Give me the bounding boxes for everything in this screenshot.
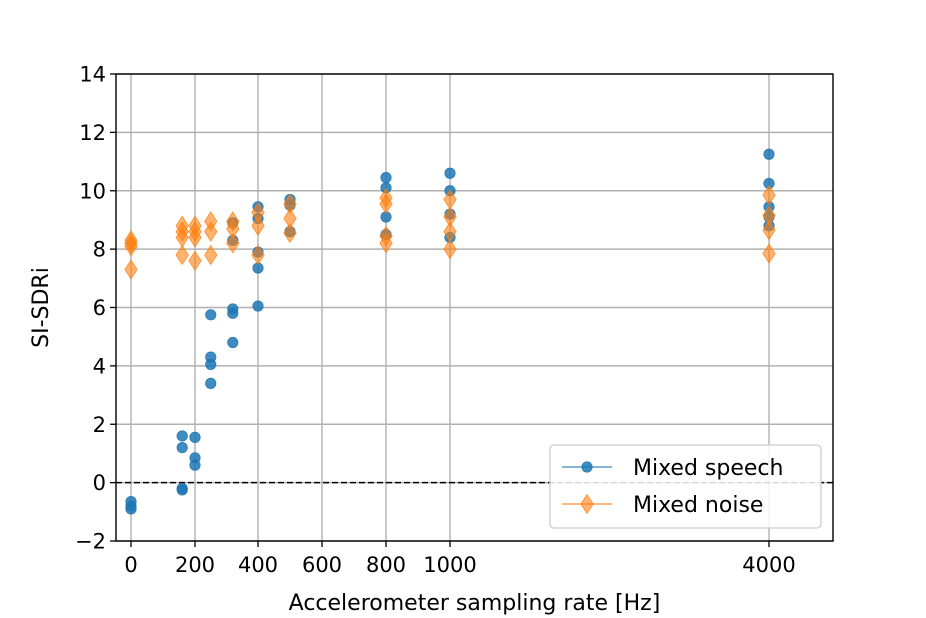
legend-item-mixed-speech: Mixed speech xyxy=(562,456,783,481)
legend-marker-mixed-noise xyxy=(580,493,594,515)
data-point xyxy=(204,221,218,242)
data-series xyxy=(124,148,776,515)
y-axis-label: SI-SDRi xyxy=(29,267,54,348)
data-point xyxy=(189,459,201,471)
data-point xyxy=(205,358,217,371)
data-point xyxy=(380,172,392,184)
data-point xyxy=(189,431,201,443)
legend-marker-mixed-speech xyxy=(581,461,593,473)
legend-label-mixed-speech: Mixed speech xyxy=(633,456,783,481)
x-tick-label: 800 xyxy=(366,553,406,577)
data-point xyxy=(205,377,217,389)
legend-label-mixed-noise: Mixed noise xyxy=(633,493,763,518)
data-point xyxy=(762,219,776,241)
y-axis-ticks: −2 0 2 4 6 8 10 12 14 xyxy=(75,63,116,554)
x-tick-label: 400 xyxy=(238,553,278,577)
data-point xyxy=(188,227,202,248)
y-tick-label: 12 xyxy=(79,121,106,145)
x-tick-label: 1000 xyxy=(423,553,476,577)
data-point xyxy=(188,250,202,272)
x-tick-label: 600 xyxy=(302,553,342,577)
data-point xyxy=(205,309,217,321)
y-tick-label: 6 xyxy=(93,296,106,320)
data-point xyxy=(762,184,776,206)
data-point xyxy=(227,307,239,319)
data-point xyxy=(124,259,138,280)
data-point xyxy=(251,244,265,266)
data-point xyxy=(283,222,297,244)
y-tick-label: −2 xyxy=(75,530,106,554)
legend-item-mixed-noise: Mixed noise xyxy=(562,493,763,518)
data-point xyxy=(762,243,776,264)
y-tick-label: 0 xyxy=(93,471,106,495)
x-tick-label: 0 xyxy=(124,553,137,577)
data-point xyxy=(444,167,456,179)
x-axis-label: Accelerometer sampling rate [Hz] xyxy=(289,591,661,616)
data-point xyxy=(204,244,218,266)
y-tick-label: 8 xyxy=(93,238,106,262)
data-point xyxy=(251,215,265,237)
data-point xyxy=(379,193,393,215)
series-mixed-noise xyxy=(124,184,776,280)
x-tick-label: 200 xyxy=(175,553,215,577)
data-point xyxy=(176,430,188,442)
y-tick-label: 10 xyxy=(79,179,106,203)
legend-marker-shape xyxy=(581,461,593,473)
data-point xyxy=(124,235,138,257)
legend: Mixed speech Mixed noise xyxy=(549,444,822,529)
legend-box xyxy=(549,444,822,529)
y-tick-label: 14 xyxy=(79,63,106,87)
x-axis-ticks: 0 200 400 600 800 1000 4000 xyxy=(124,541,796,577)
data-point xyxy=(763,148,775,160)
data-point xyxy=(443,238,457,260)
data-point xyxy=(227,336,239,349)
x-tick-label: 4000 xyxy=(742,553,795,577)
data-point xyxy=(125,503,137,515)
y-tick-label: 2 xyxy=(93,413,106,437)
data-point xyxy=(175,244,189,266)
data-point xyxy=(252,300,264,312)
data-point xyxy=(176,441,188,454)
data-point xyxy=(226,233,240,254)
legend-marker-shape xyxy=(580,493,594,515)
y-tick-label: 4 xyxy=(93,354,106,378)
data-point xyxy=(176,484,188,496)
data-point xyxy=(379,233,393,254)
